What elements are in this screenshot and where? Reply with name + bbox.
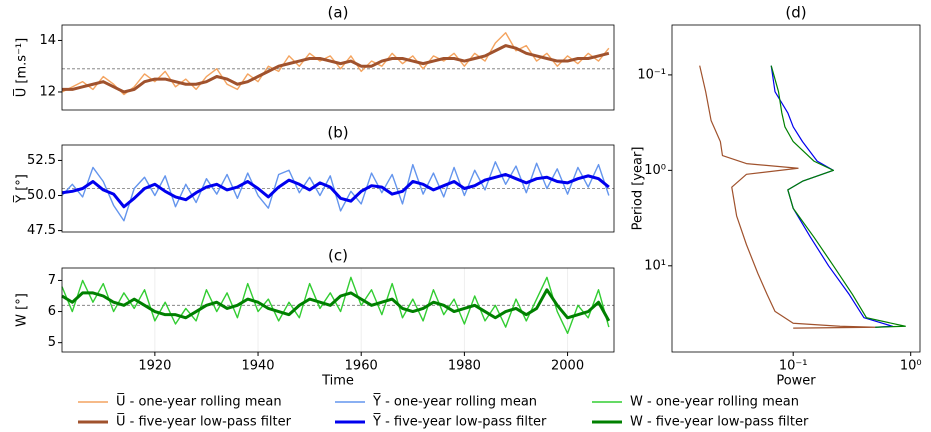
y-tick-label: 52.5: [27, 153, 56, 168]
series-line: [699, 65, 876, 329]
y-tick-label: 6: [48, 304, 56, 319]
y-tick-label: 50.0: [27, 188, 56, 203]
series-line: [61, 172, 610, 209]
panel-title: (b): [327, 124, 348, 142]
panel-title: (c): [328, 247, 348, 265]
x-tick-label: 1920: [138, 359, 171, 374]
y-axis-label: Period [year]: [631, 147, 646, 231]
plot-frame: [61, 144, 615, 233]
y-tick-label: 10¹: [644, 258, 666, 273]
y-axis-label: W [°]: [15, 293, 30, 327]
y-tick-label: 10⁰: [644, 163, 666, 178]
x-tick-label: 1940: [241, 359, 274, 374]
y-tick-label: 5: [48, 335, 56, 350]
y-tick-label: 7: [48, 273, 56, 288]
series-line: [770, 65, 906, 328]
x-tick-label: 1980: [448, 359, 481, 374]
panel-title: (a): [328, 4, 349, 22]
series-line: [62, 44, 610, 94]
series-line: [61, 288, 611, 322]
y-tick-label: 12: [39, 84, 56, 99]
x-axis-label: Time: [321, 374, 354, 389]
legend-label: W - one-year rolling mean: [630, 395, 799, 410]
plot-frame: [61, 24, 615, 111]
x-axis-label: Power: [776, 374, 816, 389]
y-tick-label: 47.5: [27, 223, 56, 238]
x-tick-label: 10⁻¹: [779, 359, 808, 374]
plot-frame: [61, 267, 615, 353]
legend-label: W - five-year low-pass filter: [630, 415, 809, 430]
legend-label: Y̅ - one-year rolling mean: [372, 393, 537, 409]
x-tick-label: 10⁰: [900, 359, 922, 374]
x-tick-label: 2000: [551, 359, 584, 374]
x-tick-label: 1960: [345, 359, 378, 374]
y-tick-label: 14: [39, 33, 56, 48]
y-axis-label: Y̅ [°]: [13, 174, 29, 204]
legend-label: U̅ - five-year low-pass filter: [116, 413, 292, 429]
plot-frame: [671, 24, 921, 353]
y-tick-label: 10⁻¹: [637, 67, 666, 82]
y-axis-label: U̅ [m.s⁻¹]: [13, 38, 29, 97]
legend-label: U̅ - one-year rolling mean: [116, 393, 282, 409]
legend-label: Y̅ - five-year low-pass filter: [372, 413, 547, 429]
panel-title: (d): [785, 4, 806, 22]
